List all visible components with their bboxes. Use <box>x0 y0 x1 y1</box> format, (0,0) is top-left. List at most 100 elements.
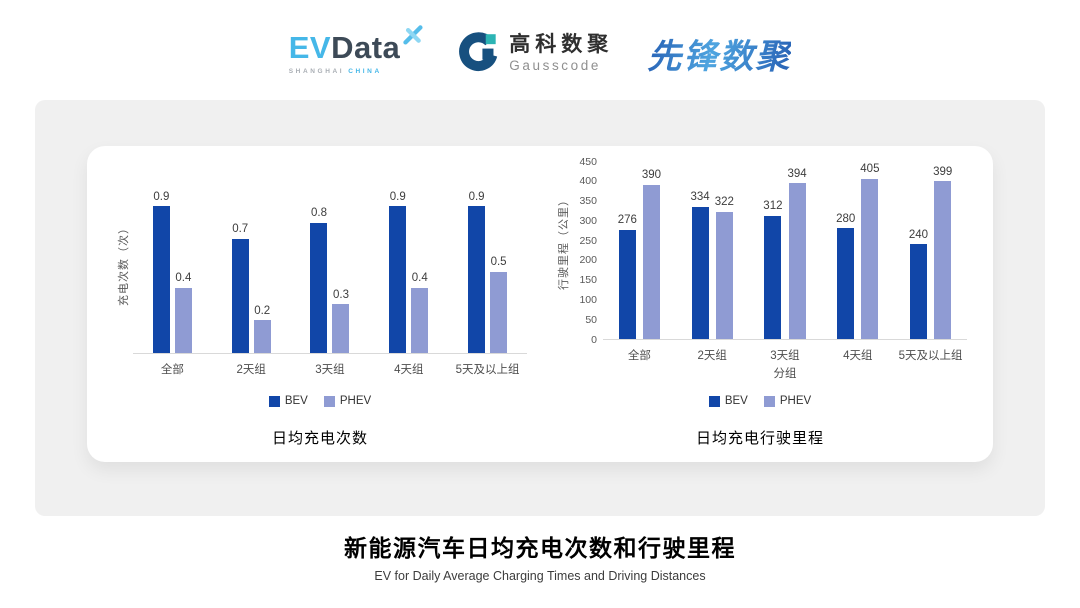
bar-value-label: 0.5 <box>490 256 507 268</box>
legend: BEV PHEV <box>113 390 527 412</box>
bar-phev <box>788 183 806 339</box>
chart-title-row: 日均充电行驶里程 <box>553 412 967 450</box>
bar-value-label: 0.9 <box>468 190 485 203</box>
y-tick-label: 450 <box>579 155 597 168</box>
bar-bev <box>618 229 636 339</box>
categories-row: 全部 2天组 3天组 4天组 5天及以上组 <box>603 340 967 362</box>
y-tick-label: 0 <box>591 333 597 346</box>
chart-daily-driving-distance: 行驶里程（公里） 0 50 100 150 200 250 300 350 400 450 276… <box>553 156 967 450</box>
bar-group: 0.7 0.2 <box>212 224 291 353</box>
category-label: 全部 <box>160 364 184 376</box>
bar-group: 276 390 <box>603 170 676 339</box>
plot-area: 276 390 334 322 312 394 280 405 240 399 <box>603 162 967 340</box>
legend-entry: PHEV <box>763 395 812 407</box>
gausscode-logo: 高科数聚 Gausscode <box>457 32 613 74</box>
bar-cell: 312 <box>763 201 782 339</box>
content-panel: 充电次数（次） 0.9 0.4 0.7 0.2 0.8 0.3 0.9 0.4 0.9 0.5 全… <box>35 100 1045 516</box>
y-tick-label: 300 <box>579 214 597 227</box>
chart-title-row: 日均充电次数 <box>113 412 527 450</box>
bar-value-label: 240 <box>908 228 929 241</box>
y-tick-label: 350 <box>579 195 597 208</box>
category-label: 4天组 <box>394 364 424 376</box>
bar-bev <box>837 228 855 339</box>
bar-cell: 0.4 <box>411 273 429 353</box>
category-label: 3天组 <box>315 364 345 376</box>
legend-entry: BEV <box>268 395 308 407</box>
bar-cell: 0.9 <box>389 190 407 353</box>
bar-value-label: 276 <box>617 214 637 227</box>
bar-value-label: 280 <box>836 212 856 225</box>
y-tick-label: 250 <box>579 234 597 247</box>
legend-swatch <box>323 395 335 407</box>
chart-area: 行驶里程（公里） 0 50 100 150 200 250 300 350 400 450 276… <box>553 156 967 345</box>
y-axis-title: 充电次数（次） <box>118 222 130 307</box>
y-tick-label: 200 <box>579 254 597 267</box>
bar-value-label: 334 <box>690 191 710 204</box>
bar-cell: 0.5 <box>490 256 508 353</box>
bar-group: 0.9 0.4 <box>369 190 448 353</box>
bar-cell: 0.2 <box>253 305 271 353</box>
x-axis-title-row <box>113 376 527 388</box>
chart-daily-charging-times: 充电次数（次） 0.9 0.4 0.7 0.2 0.8 0.3 0.9 0.4 0.9 0.5 全… <box>113 191 527 450</box>
bar-phev <box>715 211 733 339</box>
bar-group: 0.9 0.4 <box>133 190 212 353</box>
categories-row-wrap: 全部 2天组 3天组 4天组 5天及以上组 <box>553 340 967 362</box>
category-label: 5天及以上组 <box>898 350 963 362</box>
bar-value-label: 0.9 <box>389 190 406 203</box>
bar-cell: 0.8 <box>310 208 328 353</box>
bar-value-label: 0.9 <box>153 190 170 203</box>
evdata-ev-text: EV <box>288 29 332 65</box>
bar-cell: 405 <box>860 164 879 339</box>
y-tick-label: 100 <box>579 293 597 306</box>
bar-phev <box>174 287 192 353</box>
axis-spacer <box>113 376 133 388</box>
bar-group: 0.9 0.5 <box>448 190 527 353</box>
evdata-china-text: CHINA <box>348 67 382 75</box>
legend-label: BEV <box>284 395 308 407</box>
bar-value-label: 394 <box>787 167 807 180</box>
bar-value-label: 0.4 <box>175 272 192 285</box>
category-label: 全部 <box>627 350 651 362</box>
legend-label: PHEV <box>779 395 812 407</box>
bar-group: 312 394 <box>749 167 822 339</box>
bar-group: 240 399 <box>894 165 967 339</box>
logo-header: EV Data SHANGHAI CHINA 高科数聚 Gausscode 先锋数聚 <box>0 22 1080 84</box>
legend-swatch <box>763 395 775 407</box>
bar-phev <box>253 320 271 353</box>
bar-bev <box>764 215 782 339</box>
bar-group: 280 405 <box>821 164 894 339</box>
charts-row: 充电次数（次） 0.9 0.4 0.7 0.2 0.8 0.3 0.9 0.4 0.9 0.5 全… <box>87 146 993 462</box>
bar-cell: 276 <box>618 215 637 339</box>
page-title: 新能源汽车日均充电次数和行驶里程 <box>344 535 736 561</box>
x-axis-title-row: 分组 <box>553 362 967 388</box>
pioneer-wordmark: 先锋数聚 <box>647 37 792 76</box>
axis-spacer <box>113 354 133 376</box>
evdata-subtext: SHANGHAI CHINA <box>289 68 424 75</box>
bar-cell: 0.9 <box>152 190 170 353</box>
x-axis-title: 分组 <box>773 368 797 380</box>
page-footer: 新能源汽车日均充电次数和行驶里程 EV for Daily Average Ch… <box>0 529 1080 583</box>
categories-row: 全部 2天组 3天组 4天组 5天及以上组 <box>133 354 527 376</box>
bar-cell: 390 <box>642 170 661 339</box>
legend-label: PHEV <box>339 395 372 407</box>
chart-area: 充电次数（次） 0.9 0.4 0.7 0.2 0.8 0.3 0.9 0.4 0.9 0.5 <box>113 191 527 354</box>
bar-bev <box>231 238 249 353</box>
category-label: 2天组 <box>236 364 266 376</box>
bar-value-label: 322 <box>714 196 734 209</box>
bar-cell: 334 <box>691 192 710 339</box>
bar-value-label: 0.3 <box>332 288 349 301</box>
gausscode-en-text: Gausscode <box>509 57 601 73</box>
chart-title: 日均充电次数 <box>271 430 368 447</box>
y-axis-title-col: 行驶里程（公里） <box>553 162 573 340</box>
y-tick-label: 150 <box>579 274 597 287</box>
category-label: 4天组 <box>843 350 873 362</box>
legend: BEV PHEV <box>553 390 967 412</box>
bar-cell: 394 <box>787 167 807 339</box>
bar-phev <box>861 178 879 339</box>
bar-group: 334 322 <box>676 192 749 339</box>
bar-value-label: 399 <box>933 165 953 178</box>
bar-cell: 322 <box>715 197 734 339</box>
evdata-shanghai-text: SHANGHAI <box>288 67 345 75</box>
bar-bev <box>389 206 407 353</box>
bar-cell: 0.9 <box>468 190 486 353</box>
